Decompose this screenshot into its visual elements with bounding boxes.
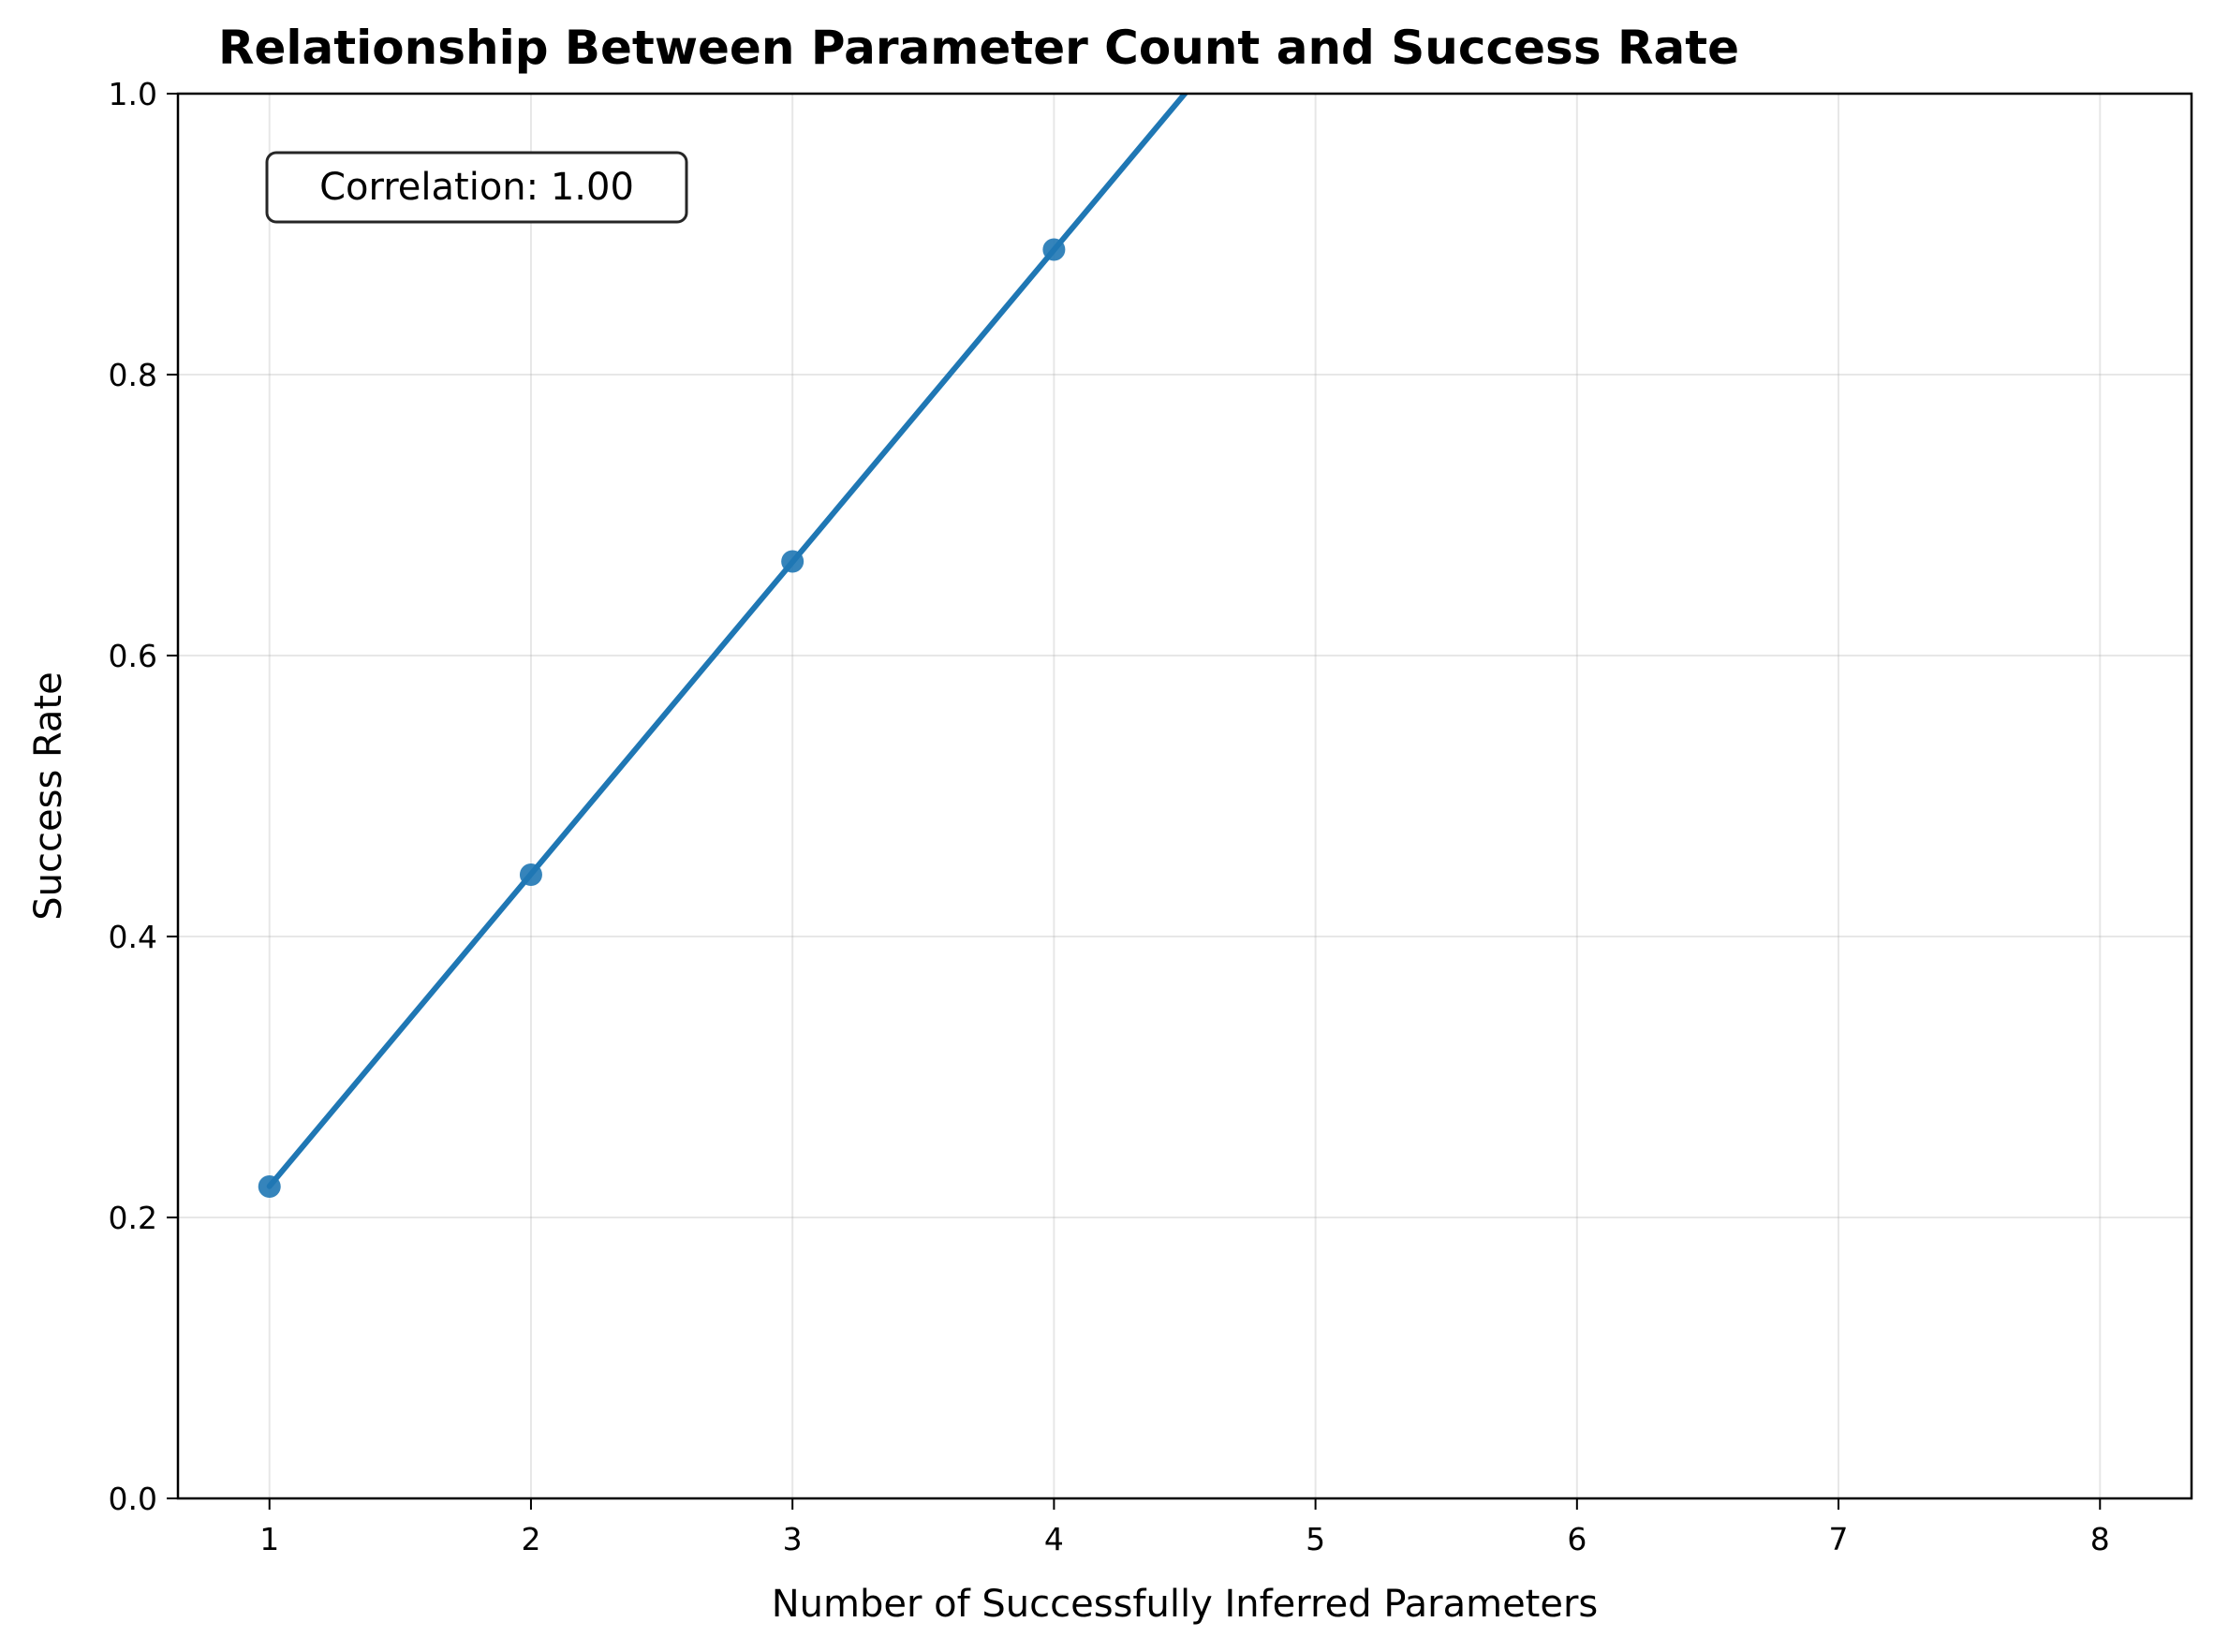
y-axis-label: Success Rate <box>27 671 70 920</box>
data-point <box>781 550 804 573</box>
y-tick-label: 0.4 <box>109 919 157 955</box>
y-tick-label: 1.0 <box>109 76 157 112</box>
data-point <box>1042 238 1066 261</box>
x-tick-label: 5 <box>1306 1521 1325 1557</box>
y-tick-label: 0.8 <box>109 357 157 393</box>
y-tick-label: 0.0 <box>109 1481 157 1517</box>
y-axis-ticks: 0.0 0.2 0.4 0.6 0.8 1.0 <box>109 76 178 1517</box>
annotation-box <box>265 151 688 224</box>
data-point <box>519 863 542 886</box>
x-tick-label: 2 <box>521 1521 540 1557</box>
annotation-text: Correlation: 1.00 <box>319 166 634 209</box>
x-tick-label: 6 <box>1567 1521 1587 1557</box>
x-tick-label: 4 <box>1044 1521 1064 1557</box>
data-points <box>258 238 1066 1198</box>
y-tick-label: 0.6 <box>109 638 157 674</box>
fit-line <box>266 94 1189 1189</box>
y-tick-label: 0.2 <box>109 1200 157 1236</box>
fit-line-layer <box>266 94 1189 1189</box>
x-axis-ticks: 1 2 3 4 5 6 7 8 <box>259 1498 2110 1557</box>
x-tick-label: 3 <box>783 1521 803 1557</box>
x-tick-label: 8 <box>2090 1521 2110 1557</box>
data-point <box>258 1175 281 1198</box>
chart-title: Relationship Between Parameter Count and… <box>218 21 1739 75</box>
x-tick-label: 1 <box>259 1521 279 1557</box>
x-tick-label: 7 <box>1829 1521 1849 1557</box>
plot-frame <box>176 92 2193 1500</box>
correlation-annotation: Correlation: 1.00 <box>265 151 688 224</box>
x-axis-label: Number of Successfully Inferred Paramete… <box>772 1583 1599 1626</box>
